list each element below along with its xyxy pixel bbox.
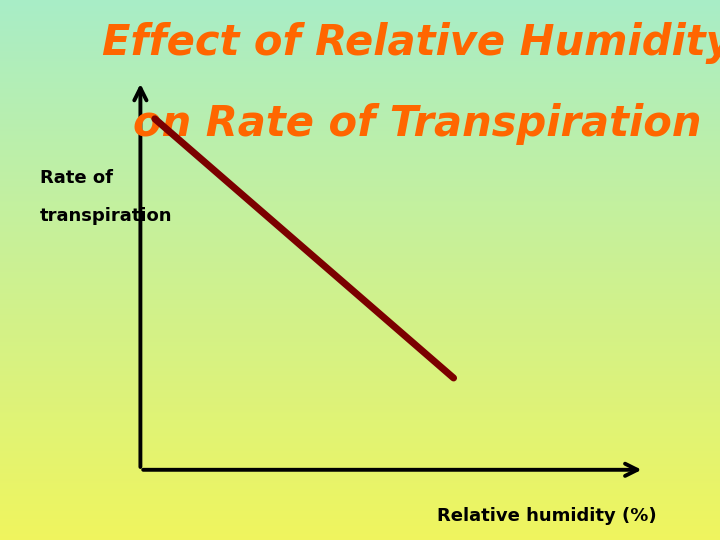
Text: on Rate of Transpiration: on Rate of Transpiration [133,103,702,145]
Text: Rate of: Rate of [40,169,112,187]
Text: Effect of Relative Humidity: Effect of Relative Humidity [102,22,720,64]
Text: Relative humidity (%): Relative humidity (%) [437,507,657,525]
Text: transpiration: transpiration [40,207,172,225]
